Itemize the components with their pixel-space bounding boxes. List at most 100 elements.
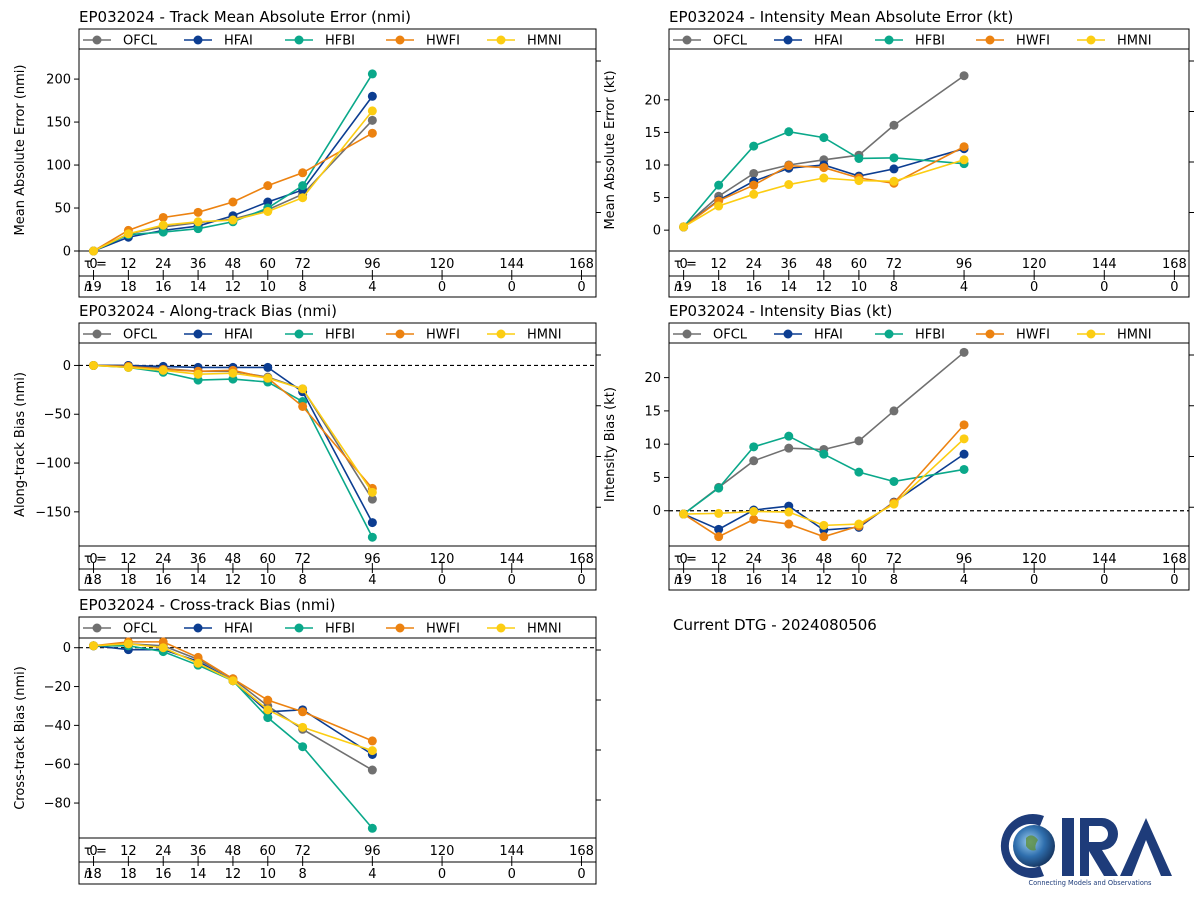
y-tick-label: 50 xyxy=(54,202,71,217)
x-tick-label: 168 xyxy=(569,844,594,859)
x-tick-label: 120 xyxy=(430,257,455,272)
data-point-hwfi xyxy=(298,168,308,178)
legend-entry-hmni: HMNI xyxy=(1077,328,1152,343)
data-point-hmni xyxy=(367,487,377,497)
y-tick-label: −150 xyxy=(35,505,71,520)
x-tick-label: 0 xyxy=(679,552,687,567)
legend-entry-hmni: HMNI xyxy=(1077,34,1152,49)
series-line-hmni xyxy=(93,364,374,493)
sample-count-label: 0 xyxy=(1030,573,1038,588)
legend-label: HMNI xyxy=(527,328,562,343)
x-tick-label: 48 xyxy=(816,257,833,272)
x-tick-label: 96 xyxy=(956,552,973,567)
data-point-hwfi xyxy=(784,161,794,171)
x-tick-label: 0 xyxy=(89,257,97,272)
series-line-hfai xyxy=(93,364,374,523)
chart-panel-3: EP032024 - Along-track Bias (nmi) 0 −50 −10… xyxy=(13,302,601,591)
x-tick-label: 72 xyxy=(294,257,311,272)
y-tick-label: 200 xyxy=(46,73,71,88)
legend-entry-hmni: HMNI xyxy=(487,34,562,49)
data-point-ofcl xyxy=(784,443,794,453)
data-point-hwfi xyxy=(749,180,759,190)
series-line-hwfi xyxy=(683,146,965,228)
data-point-hmni xyxy=(714,508,724,518)
data-point-hmni xyxy=(228,368,238,378)
legend-entry-ofcl: OFCL xyxy=(83,34,158,49)
axes-frame xyxy=(668,322,1190,591)
series-line-ofcl xyxy=(683,351,965,515)
data-point-hfbi xyxy=(749,141,759,151)
data-point-hwfi xyxy=(367,736,377,746)
legend-entry-ofcl: OFCL xyxy=(83,328,158,343)
sample-count-label: 0 xyxy=(508,867,516,882)
sample-count-label: 18 xyxy=(85,573,102,588)
tau-label: τ = xyxy=(84,844,107,859)
data-point-ofcl xyxy=(959,71,969,81)
legend-entry-hfai: HFAI xyxy=(774,34,843,49)
legend-entry-hfbi: HFBI xyxy=(875,328,945,343)
legend-entry-hwfi: HWFI xyxy=(386,622,460,637)
sample-count-label: 12 xyxy=(816,573,833,588)
data-point-hmni xyxy=(228,676,238,686)
sample-count-label: 16 xyxy=(745,280,762,295)
data-point-hmni xyxy=(784,507,794,517)
x-tick-label: 120 xyxy=(1022,257,1047,272)
y-tick-label: 100 xyxy=(46,159,71,174)
legend-entry-hwfi: HWFI xyxy=(976,328,1050,343)
legend-label: HFAI xyxy=(814,34,843,49)
sample-count-label: 8 xyxy=(299,867,307,882)
logo-tagline: Connecting Models and Observations xyxy=(1029,879,1153,887)
data-point-hmni xyxy=(123,362,133,372)
chart-title: EP032024 - Cross-track Bias (nmi) xyxy=(79,596,335,614)
n-label: n xyxy=(84,867,92,882)
sample-count-label: 14 xyxy=(190,573,207,588)
legend-label: HFAI xyxy=(814,328,843,343)
series-line-hmni xyxy=(93,643,373,752)
data-point-hfbi xyxy=(714,483,724,493)
legend-swatch-marker xyxy=(294,35,304,45)
x-tick-label: 0 xyxy=(89,552,97,567)
sample-count-label: 4 xyxy=(368,573,376,588)
y-tick-label: 0 xyxy=(653,504,661,519)
x-tick-label: 120 xyxy=(430,552,455,567)
y-tick-label: 5 xyxy=(653,191,661,206)
sample-count-label: 8 xyxy=(299,280,307,295)
legend-swatch-marker xyxy=(395,35,405,45)
legend-swatch-marker xyxy=(496,329,506,339)
legend-swatch-marker xyxy=(884,35,894,45)
legend-swatch-marker xyxy=(193,623,203,633)
x-tick-label: 24 xyxy=(745,257,762,272)
sample-count-label: 4 xyxy=(368,867,376,882)
sample-count-label: 0 xyxy=(577,573,585,588)
sample-count-label: 0 xyxy=(508,280,516,295)
legend-label: HFBI xyxy=(325,328,355,343)
chart-title: EP032024 - Track Mean Absolute Error (nm… xyxy=(79,8,411,26)
x-tick-label: 96 xyxy=(956,257,973,272)
series-line-hwfi xyxy=(93,641,373,742)
legend-swatch-marker xyxy=(985,35,995,45)
legend-swatch-marker xyxy=(294,329,304,339)
x-tick-label: 144 xyxy=(499,844,524,859)
legend-swatch-marker xyxy=(496,35,506,45)
data-point-hfai xyxy=(263,362,273,372)
legend-swatch-marker xyxy=(1086,329,1096,339)
y-axis-label: Mean Absolute Error (nmi) xyxy=(13,65,28,236)
x-tick-label: 36 xyxy=(190,844,207,859)
x-tick-label: 120 xyxy=(1022,552,1047,567)
y-tick-label: 15 xyxy=(644,126,661,141)
data-point-hwfi xyxy=(819,532,829,542)
legend-entry-hmni: HMNI xyxy=(487,622,562,637)
x-tick-label: 60 xyxy=(260,552,277,567)
legend-swatch-marker xyxy=(193,35,203,45)
y-tick-label: −60 xyxy=(44,758,71,773)
data-point-hfbi xyxy=(889,153,899,163)
data-point-hfbi xyxy=(298,181,308,191)
sample-count-label: 12 xyxy=(225,280,242,295)
tau-label: τ = xyxy=(674,552,697,567)
data-point-hmni xyxy=(263,705,273,715)
legend-label: HFBI xyxy=(325,34,355,49)
data-point-hmni xyxy=(889,176,899,186)
legend-swatch-marker xyxy=(682,329,692,339)
data-point-hfbi xyxy=(784,127,794,137)
data-point-hmni xyxy=(89,360,99,370)
